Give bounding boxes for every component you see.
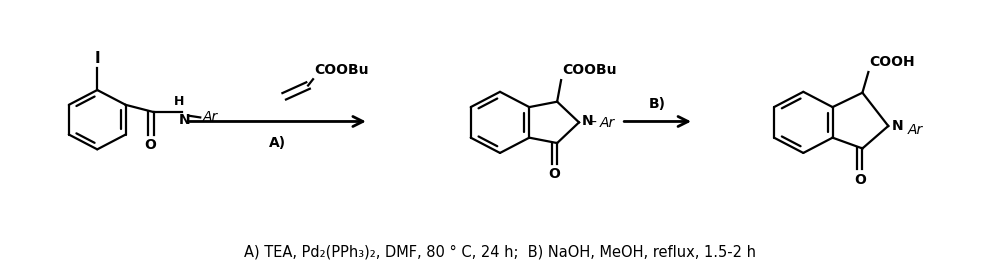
Text: B): B) [649,97,666,111]
Text: Ar: Ar [202,110,217,124]
Text: O: O [854,173,866,187]
Text: N: N [178,113,190,127]
Text: A) TEA, Pd₂(PPh₃)₂, DMF, 80 ° C, 24 h;  B) NaOH, MeOH, reflux, 1.5-2 h: A) TEA, Pd₂(PPh₃)₂, DMF, 80 ° C, 24 h; B… [244,245,756,260]
Text: N: N [891,119,903,133]
Text: COOH: COOH [869,55,915,69]
Text: COOBu: COOBu [562,64,617,77]
Text: I: I [94,51,100,66]
Text: O: O [549,167,561,181]
Text: H: H [174,95,185,107]
Text: N: N [582,114,594,128]
Text: –: – [589,116,596,130]
Text: A): A) [269,136,286,150]
Text: O: O [145,138,156,152]
Text: Ar: Ar [600,116,615,130]
Text: COOBu: COOBu [314,62,369,77]
Text: Ar: Ar [908,122,923,137]
